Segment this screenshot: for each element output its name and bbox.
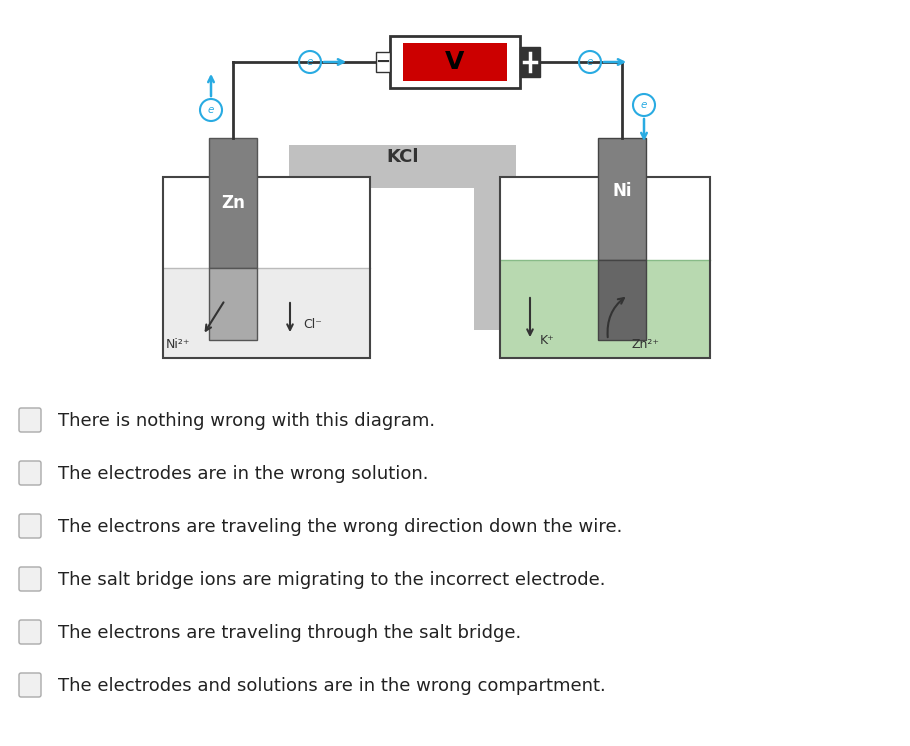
Text: Ni²⁺: Ni²⁺ — [166, 339, 190, 351]
Bar — [163, 177, 370, 358]
Text: −: − — [376, 53, 390, 71]
Bar — [289, 145, 516, 188]
Text: e: e — [307, 57, 313, 67]
Text: Cl⁻: Cl⁻ — [303, 319, 322, 331]
Bar — [500, 177, 710, 358]
Bar — [163, 268, 370, 358]
Text: K⁺: K⁺ — [540, 333, 555, 346]
FancyBboxPatch shape — [19, 673, 41, 697]
Text: The salt bridge ions are migrating to the incorrect electrode.: The salt bridge ions are migrating to th… — [58, 571, 605, 589]
Text: The electrodes are in the wrong solution.: The electrodes are in the wrong solution… — [58, 465, 429, 483]
FancyBboxPatch shape — [19, 461, 41, 485]
Bar — [289, 145, 331, 330]
Bar — [598, 138, 646, 260]
Bar — [209, 138, 257, 268]
Text: e: e — [587, 57, 593, 67]
Text: Ni: Ni — [612, 182, 632, 200]
Bar — [520, 47, 540, 77]
Bar — [500, 260, 710, 358]
Bar — [403, 43, 507, 81]
FancyBboxPatch shape — [19, 408, 41, 432]
Bar — [598, 260, 646, 340]
FancyBboxPatch shape — [19, 620, 41, 644]
Bar — [163, 177, 370, 358]
FancyBboxPatch shape — [19, 567, 41, 591]
Bar — [390, 36, 520, 88]
Text: There is nothing wrong with this diagram.: There is nothing wrong with this diagram… — [58, 412, 435, 430]
Text: KCl: KCl — [386, 148, 419, 166]
Bar — [474, 145, 516, 330]
Text: Zn²⁺: Zn²⁺ — [632, 339, 660, 351]
Text: The electrons are traveling the wrong direction down the wire.: The electrons are traveling the wrong di… — [58, 518, 622, 536]
Bar — [209, 268, 257, 340]
Text: Zn: Zn — [221, 194, 245, 212]
Text: e: e — [641, 100, 647, 110]
Bar — [376, 52, 390, 72]
Text: The electrodes and solutions are in the wrong compartment.: The electrodes and solutions are in the … — [58, 677, 606, 695]
Text: The electrons are traveling through the salt bridge.: The electrons are traveling through the … — [58, 624, 521, 642]
FancyBboxPatch shape — [19, 514, 41, 538]
Bar — [500, 177, 710, 358]
Text: e: e — [207, 105, 214, 115]
Text: V: V — [445, 50, 465, 74]
